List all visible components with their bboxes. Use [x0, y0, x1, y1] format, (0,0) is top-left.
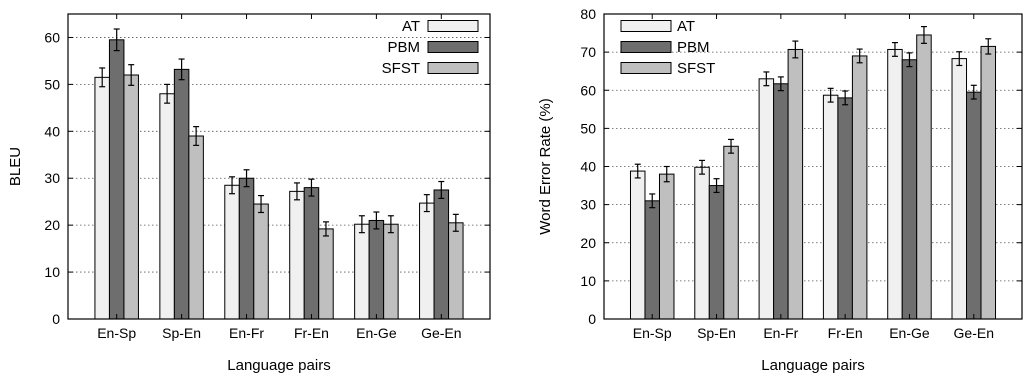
bar-pbm — [238, 177, 255, 320]
x-tick-label: Fr-En — [294, 325, 329, 341]
bar-sfst — [123, 74, 139, 320]
y-axis-label: BLEU — [7, 147, 24, 186]
bar-sfst — [723, 145, 739, 320]
x-tick-label: En-Fr — [763, 325, 798, 341]
bar-at — [94, 76, 110, 320]
bar-sfst — [188, 135, 204, 320]
bar-at — [758, 78, 775, 320]
bar-sfst — [318, 228, 334, 320]
bar-at — [224, 184, 240, 320]
legend-label-pbm: PBM — [387, 39, 420, 56]
legend-swatch-pbm — [620, 41, 672, 53]
bar-at — [419, 202, 435, 320]
bar-pbm — [773, 83, 789, 320]
legend-label-at: AT — [677, 18, 695, 35]
x-tick-label: Ge-En — [421, 325, 461, 341]
bar-pbm — [708, 185, 725, 320]
bar-sfst — [383, 223, 399, 320]
bar-pbm — [433, 189, 450, 320]
x-tick-label: En-Sp — [633, 325, 672, 341]
bar-pbm — [368, 219, 385, 320]
bar-sfst — [851, 55, 868, 320]
y-tick-label: 60 — [44, 29, 60, 45]
bar-pbm — [303, 187, 320, 320]
bar-at — [951, 58, 968, 320]
bar-at — [694, 166, 710, 320]
bleu-chart: 0 10 20 30 40 50 60 En-Sp Sp-En En-Fr Fr-En En-Ge Ge… — [7, 13, 491, 374]
x-axis-label: Language pairs — [227, 357, 330, 374]
bar-at — [159, 93, 175, 320]
y-tick-label: 70 — [580, 44, 596, 60]
bar-at — [354, 223, 370, 320]
legend-label-sfst: SFST — [382, 60, 420, 77]
y-tick-label: 50 — [44, 76, 60, 92]
bar-at — [289, 190, 305, 320]
bar-pbm — [837, 97, 853, 320]
y-tick-label: 30 — [580, 197, 596, 213]
legend-label-pbm: PBM — [677, 39, 710, 56]
y-tick-label: 20 — [580, 235, 596, 251]
y-tick-label: 20 — [44, 217, 60, 233]
bar-pbm — [173, 68, 190, 320]
y-axis-label: Word Error Rate (%) — [537, 98, 554, 234]
legend-label-sfst: SFST — [677, 60, 715, 77]
bar-at — [629, 170, 646, 320]
bar-pbm — [108, 39, 125, 320]
bar-sfst — [448, 222, 464, 320]
x-tick-label: En-Fr — [229, 325, 264, 341]
y-tick-label: 60 — [580, 82, 596, 98]
bar-sfst — [980, 45, 997, 320]
y-tick-label: 0 — [52, 311, 60, 327]
y-tick-label: 0 — [588, 311, 596, 327]
legend-swatch-sfst — [620, 62, 672, 74]
y-tick-label: 10 — [580, 273, 596, 289]
y-tick-label: 80 — [580, 6, 596, 22]
bar-at — [887, 48, 903, 320]
bar-pbm — [644, 200, 660, 320]
plot-frame — [603, 13, 1023, 320]
bar-sfst — [658, 173, 675, 320]
legend-swatch-pbm — [427, 41, 479, 53]
legend-swatch-at — [427, 20, 479, 32]
x-axis-label: Language pairs — [761, 357, 864, 374]
x-tick-label: En-Ge — [356, 325, 397, 341]
legend-swatch-sfst — [427, 62, 479, 74]
bar-sfst — [916, 34, 932, 320]
bar-pbm — [966, 91, 982, 320]
x-tick-label: En-Ge — [889, 325, 930, 341]
wer-chart: 0 10 20 30 40 50 60 70 80 En-Sp Sp-En En-Fr Fr-En En-… — [537, 6, 1023, 374]
y-tick-label: 10 — [44, 264, 60, 280]
legend-swatch-at — [620, 20, 672, 32]
bar-at — [822, 94, 839, 320]
bar-pbm — [901, 59, 918, 320]
legend-label-at: AT — [402, 18, 420, 35]
x-tick-label: Ge-En — [954, 325, 994, 341]
y-tick-label: 30 — [44, 170, 60, 186]
x-tick-label: En-Sp — [97, 325, 136, 341]
y-tick-label: 40 — [580, 159, 596, 175]
x-tick-label: Fr-En — [828, 325, 863, 341]
y-tick-label: 40 — [44, 123, 60, 139]
x-tick-label: Sp-En — [162, 325, 201, 341]
x-tick-label: Sp-En — [697, 325, 736, 341]
bar-sfst — [253, 203, 269, 320]
y-tick-label: 50 — [580, 120, 596, 136]
bar-sfst — [787, 48, 804, 320]
plot-frame — [67, 13, 491, 320]
